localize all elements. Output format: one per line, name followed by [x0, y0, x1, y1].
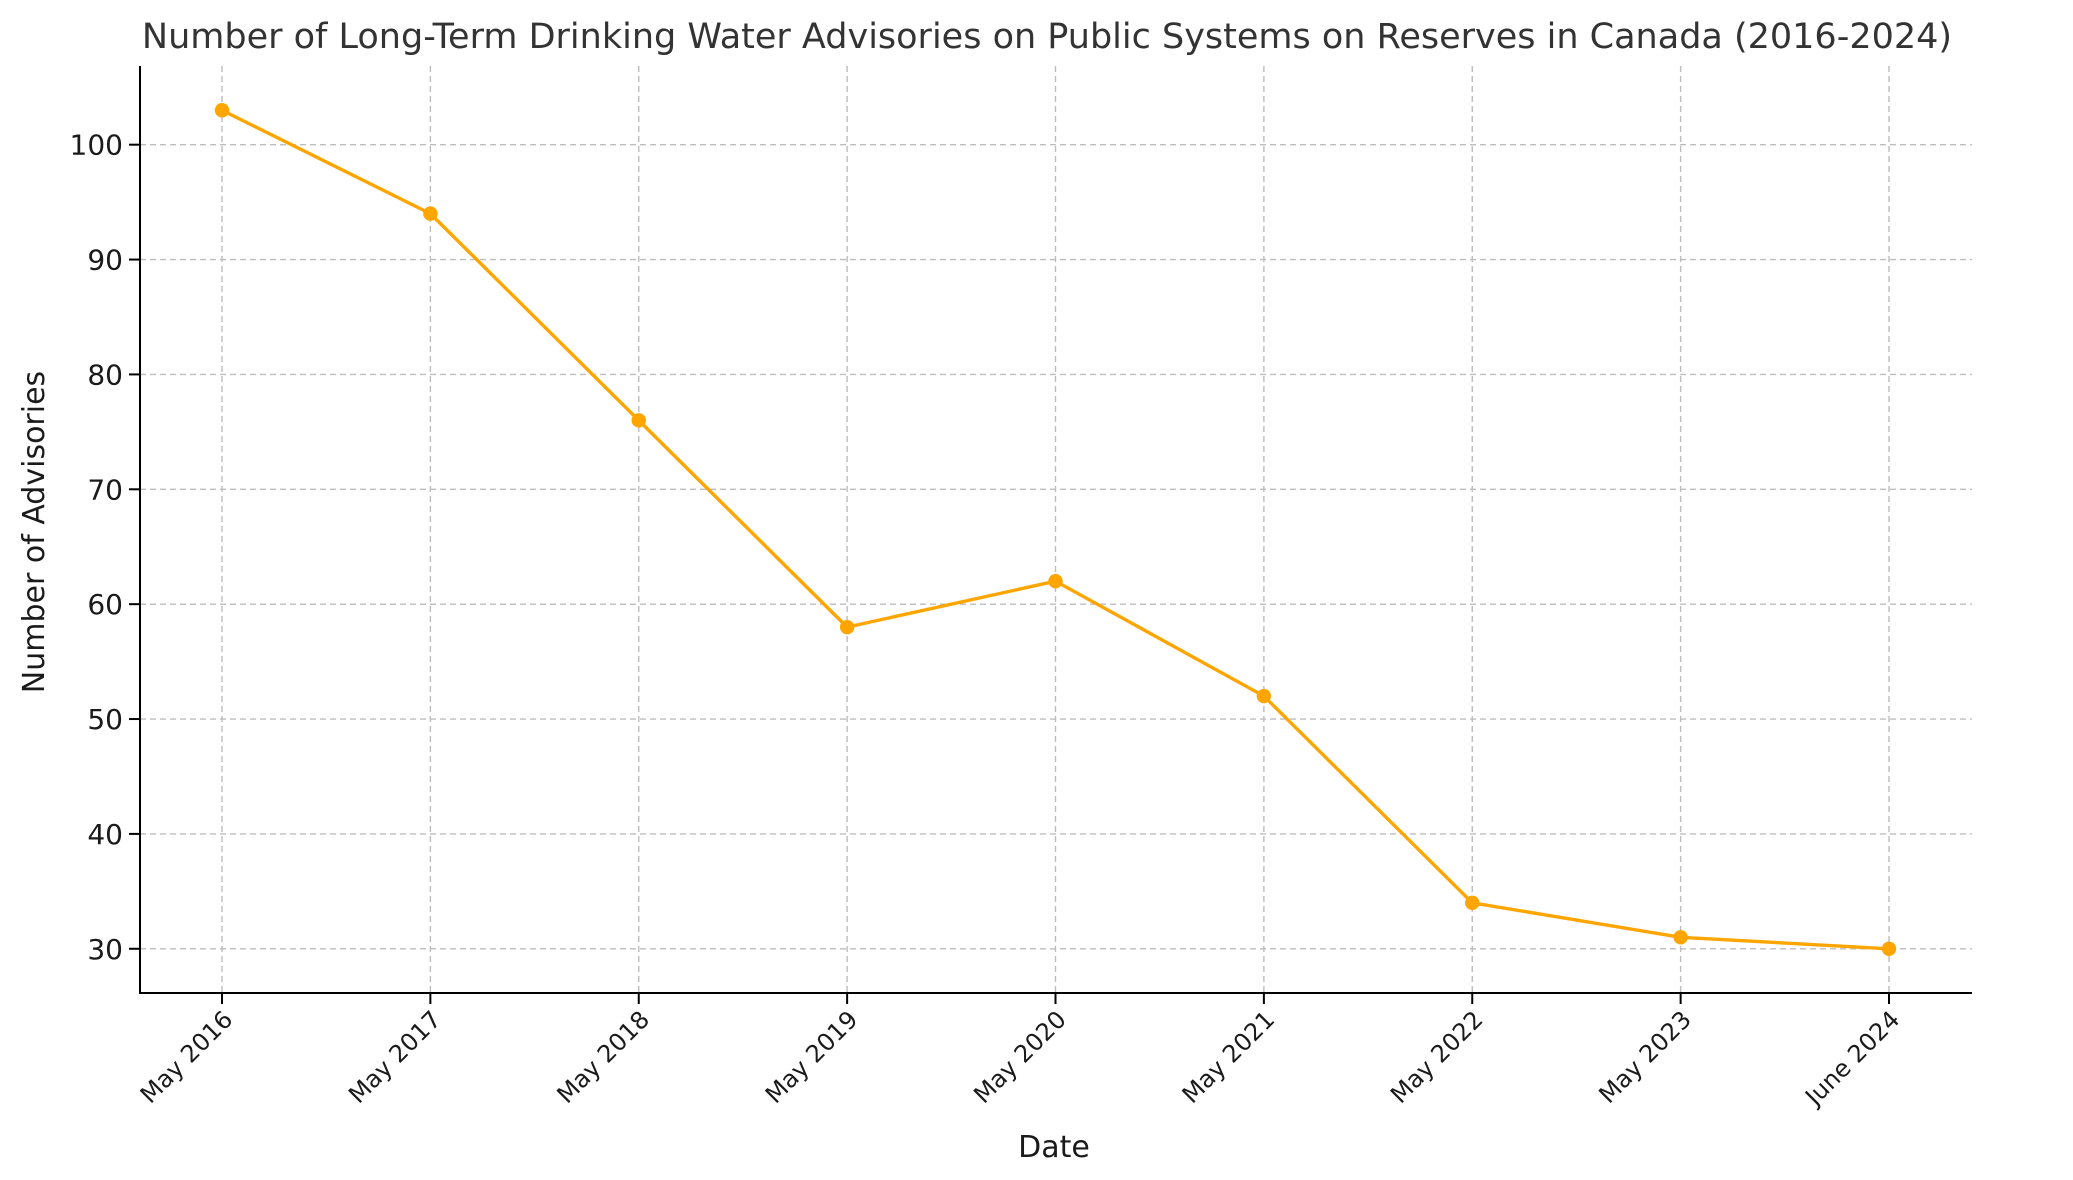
y-tick-label: 80	[87, 358, 123, 391]
x-tick-label: May 2023	[1593, 1005, 1696, 1108]
data-point	[1465, 895, 1480, 911]
y-axis-label: Number of Advisories	[17, 371, 52, 693]
data-point	[423, 206, 438, 221]
y-tick-label: 100	[70, 129, 123, 162]
data-point	[839, 619, 855, 635]
chart-title: Number of Long-Term Drinking Water Advis…	[142, 17, 1952, 57]
data-point	[1673, 930, 1688, 945]
y-tick-label: 90	[87, 244, 123, 277]
y-tick-label: 40	[87, 818, 123, 851]
grid	[140, 66, 1972, 993]
x-tick-label: May 2018	[552, 1005, 655, 1108]
y-tick-label: 50	[87, 703, 123, 736]
text-layer: Number of Long-Term Drinking Water Advis…	[17, 17, 1952, 1165]
y-tick-label: 70	[87, 473, 123, 506]
x-axis-label: Date	[1018, 1130, 1090, 1165]
x-tick-label: May 2022	[1385, 1005, 1488, 1108]
data-point	[1881, 941, 1897, 956]
x-tick-label: May 2017	[343, 1005, 446, 1108]
x-tick-label: May 2021	[1177, 1005, 1280, 1108]
data-point	[631, 413, 646, 428]
data-point	[1256, 688, 1272, 704]
x-tick-label: May 2020	[968, 1005, 1071, 1108]
y-tick-label: 60	[87, 588, 123, 621]
data-point	[1048, 573, 1063, 589]
x-tick-label: May 2016	[135, 1005, 238, 1108]
series-layer	[214, 103, 1897, 956]
x-tick-label: May 2019	[760, 1005, 863, 1108]
x-tick-label: June 2024	[1798, 1005, 1905, 1112]
y-tick-label: 30	[87, 933, 123, 966]
data-point	[214, 103, 230, 118]
